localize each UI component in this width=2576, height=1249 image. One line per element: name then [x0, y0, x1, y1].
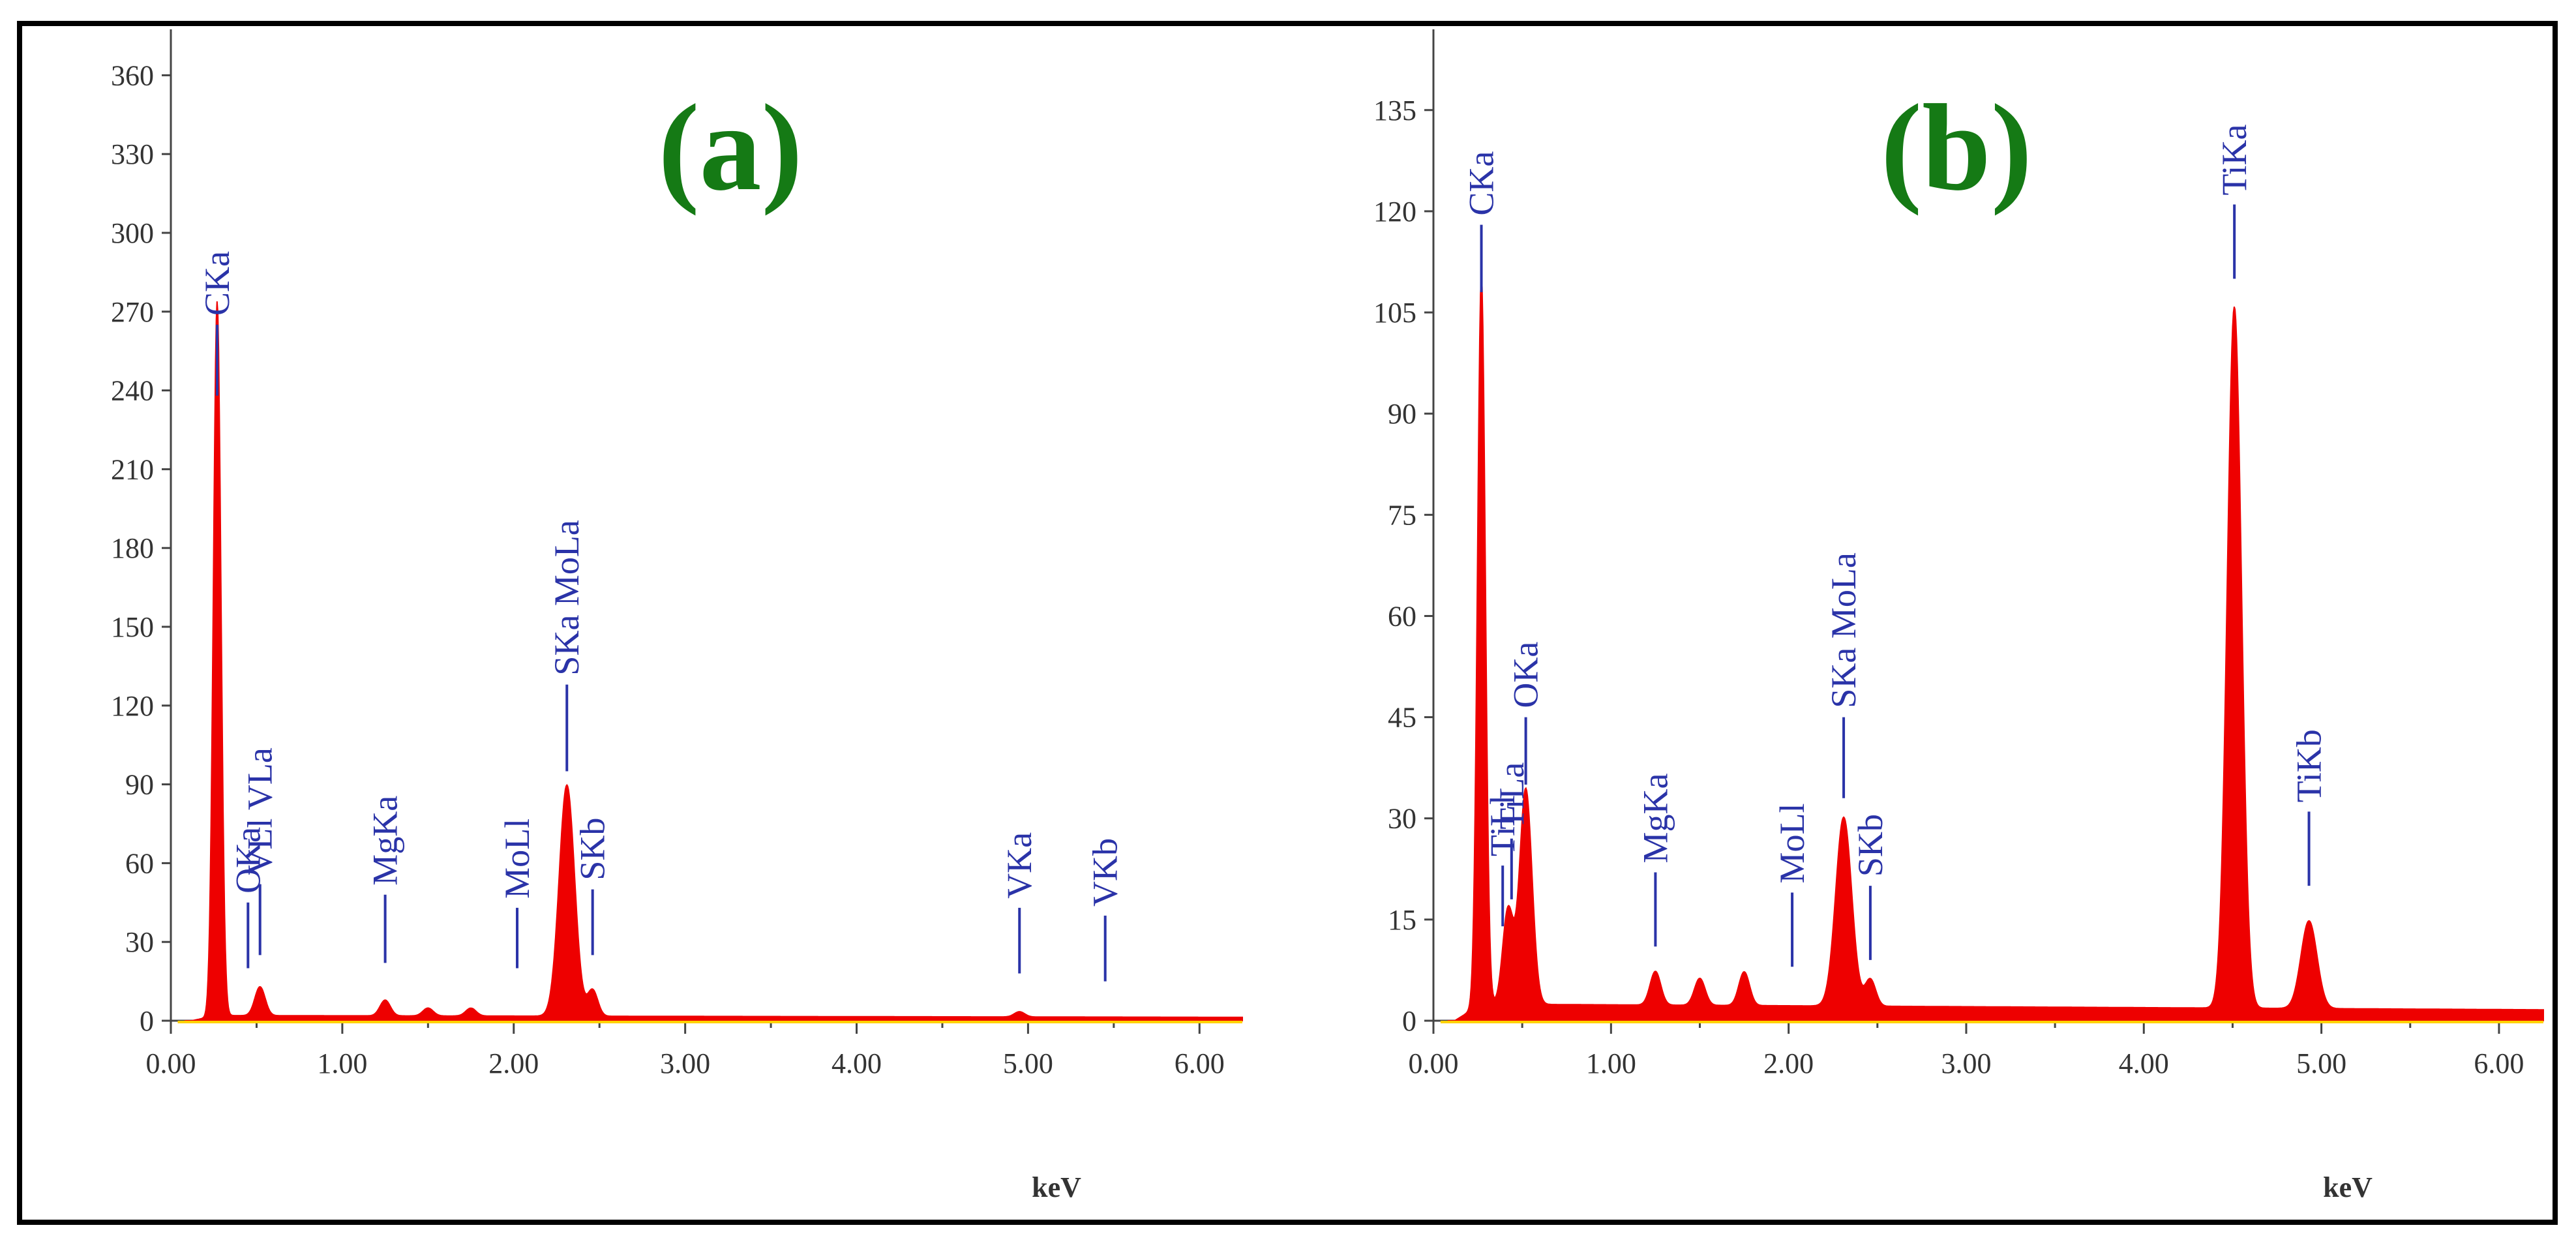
y-tick-label: 180	[111, 532, 154, 564]
panel-label: (b)	[1881, 80, 2032, 217]
peak-label: SKb	[1851, 814, 1890, 877]
y-tick-label: 60	[1388, 600, 1416, 632]
y-tick-label: 240	[111, 375, 154, 407]
peak-label: MgKa	[1636, 773, 1675, 863]
x-tick-label: 0.00	[146, 1047, 196, 1079]
peak-label: CKa	[1462, 151, 1501, 216]
y-tick-label: 90	[125, 769, 154, 801]
y-tick-label: 75	[1388, 499, 1416, 531]
peak-label: VKb	[1086, 838, 1125, 907]
peak-label: CKa	[198, 251, 237, 316]
peak-label: OKa	[228, 827, 267, 894]
x-tick-label: 6.00	[2474, 1047, 2524, 1079]
peak-label: MgKa	[366, 796, 405, 886]
peak-label: OKa	[1506, 642, 1546, 708]
peak-label: MoLl	[1773, 803, 1812, 883]
y-tick-label: 30	[1388, 803, 1416, 835]
y-tick-label: 120	[111, 690, 154, 722]
y-tick-label: 0	[140, 1005, 154, 1037]
x-tick-label: 4.00	[2119, 1047, 2169, 1079]
x-axis-unit-label: keV	[2323, 1171, 2373, 1203]
x-tick-label: 3.00	[660, 1047, 710, 1079]
y-tick-label: 45	[1388, 702, 1416, 734]
peak-label: MoLl	[498, 819, 537, 899]
figure-border	[17, 21, 2558, 1225]
peak-label: TiKb	[2290, 729, 2329, 802]
x-tick-label: 1.00	[1586, 1047, 1636, 1079]
panel-a: 0 30 60 90 120 150 180 210 240 270 300 330 360 0.00 1.…	[111, 29, 1243, 1203]
y-tick-label: 90	[1388, 398, 1416, 430]
y-tick-label: 120	[1373, 196, 1416, 228]
x-tick-label: 2.00	[488, 1047, 539, 1079]
y-tick-label: 330	[111, 138, 154, 170]
y-tick-label: 105	[1373, 297, 1416, 329]
x-tick-label: 2.00	[1763, 1047, 1814, 1079]
y-tick-label: 30	[125, 926, 154, 958]
peak-label: VLl VLa	[241, 747, 280, 875]
peak-label: VKa	[1000, 832, 1039, 899]
y-tick-label: 360	[111, 59, 154, 91]
spectrum-area	[1447, 275, 2544, 1021]
y-tick-label: 210	[111, 453, 154, 485]
y-tick-label: 60	[125, 847, 154, 879]
panel-b: 0 15 30 45 60 75 90 105 120 135 0.00 1.00 2.00 3.00 4.…	[1373, 29, 2544, 1203]
peak-label: SKb	[573, 818, 612, 880]
y-tick-label: 300	[111, 217, 154, 249]
peak-label: TiLl	[1483, 795, 1522, 856]
y-tick-label: 150	[111, 611, 154, 643]
y-tick-label: 135	[1373, 95, 1416, 127]
x-tick-label: 3.00	[1941, 1047, 1991, 1079]
peak-label: TiKa	[2215, 124, 2254, 195]
x-axis-unit-label: keV	[1032, 1171, 1081, 1203]
x-tick-label: 6.00	[1175, 1047, 1225, 1079]
spectrum-area	[185, 301, 1243, 1021]
peak-label: SKa MoLa	[547, 520, 586, 675]
x-tick-label: 5.00	[1003, 1047, 1053, 1079]
x-tick-label: 4.00	[831, 1047, 882, 1079]
x-tick-label: 5.00	[2296, 1047, 2346, 1079]
panel-label: (a)	[658, 80, 803, 217]
x-tick-label: 0.00	[1409, 1047, 1459, 1079]
y-tick-label: 15	[1388, 904, 1416, 936]
peak-label: SKa MoLa	[1824, 552, 1863, 708]
y-tick-label: 0	[1402, 1005, 1416, 1037]
x-tick-label: 1.00	[317, 1047, 367, 1079]
y-tick-label: 270	[111, 296, 154, 328]
